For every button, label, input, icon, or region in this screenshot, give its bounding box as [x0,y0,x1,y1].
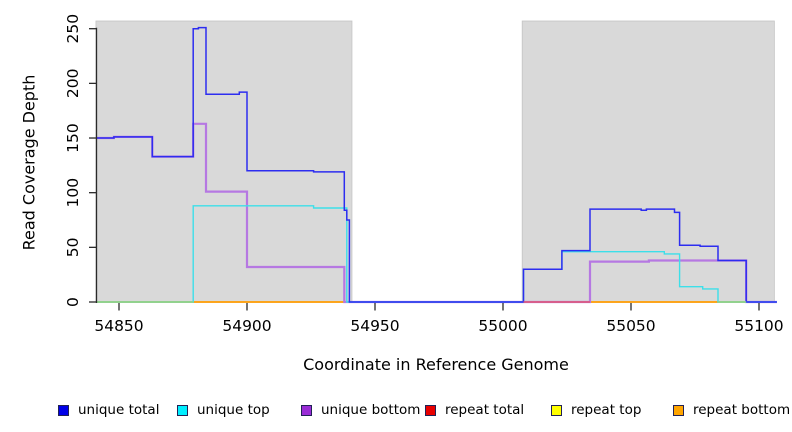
legend-label: unique bottom [321,402,421,418]
x-axis-title: Coordinate in Reference Genome [303,355,569,374]
legend-item-repeat-bottom: repeat bottom [673,401,790,419]
legend-item-unique-bottom: unique bottom [301,401,420,419]
x-tick-label: 54900 [222,317,271,335]
y-tick-label: 250 [64,14,82,44]
x-tick-label: 55100 [734,317,783,335]
legend-item-unique-top: unique top [177,401,270,419]
legend-swatch-unique-total [58,404,69,416]
y-tick-label: 0 [64,297,82,307]
legend-label: unique top [197,402,270,418]
legend-label: unique total [78,402,160,418]
legend-swatch-unique-top [177,404,188,416]
x-tick-label: 55000 [478,317,527,335]
x-tick-label: 54850 [94,317,143,335]
shaded-region-2 [521,20,775,303]
legend-label: repeat top [571,402,642,418]
legend-swatch-unique-bottom [301,404,312,416]
x-tick-label: 55050 [606,317,655,335]
legend-item-repeat-top: repeat top [551,401,641,419]
chart-legend: unique total unique top unique bottom repea… [0,401,792,421]
y-tick-label: 50 [64,237,82,257]
y-tick-label: 100 [64,178,82,208]
legend-swatch-repeat-top [551,404,562,416]
legend-swatch-repeat-bottom [673,404,684,416]
legend-label: repeat bottom [693,402,791,418]
legend-item-repeat-total: repeat total [425,401,524,419]
shaded-region-1 [95,20,353,303]
series-line-unique-total [96,26,777,303]
legend-item-unique-total: unique total [58,401,159,419]
y-tick-label: 150 [64,123,82,153]
y-tick-label: 200 [64,69,82,99]
y-axis-title: Read Coverage Depth [19,74,39,251]
legend-swatch-repeat-total [425,404,436,416]
legend-label: repeat total [445,402,525,418]
x-tick-label: 54950 [350,317,399,335]
